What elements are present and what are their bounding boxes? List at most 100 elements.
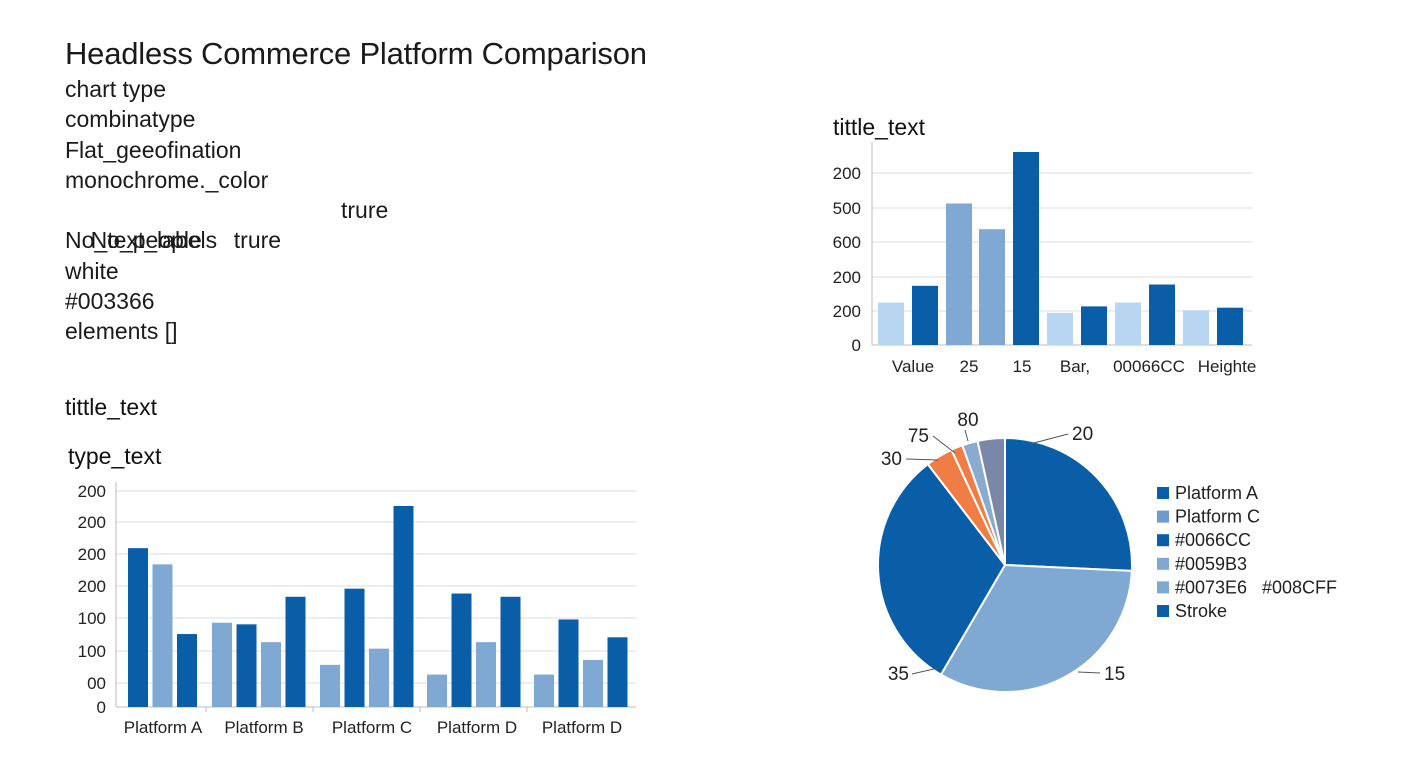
meta-list: chart type combinatype Flat_geeofination… <box>65 74 389 347</box>
meta-line-extra: trure <box>341 197 389 224</box>
bar <box>500 596 521 707</box>
bar <box>1217 307 1243 345</box>
x-tick-label: Platform A <box>124 718 203 737</box>
bar <box>128 548 148 707</box>
meta-line: white <box>65 257 119 284</box>
bar <box>979 229 1005 345</box>
bar <box>534 674 554 707</box>
y-tick-label: 200 <box>78 482 106 501</box>
bar <box>177 634 197 707</box>
slice-label: 15 <box>1104 664 1125 685</box>
slice-label: 80 <box>957 410 978 431</box>
page-title: Headless Commerce Platform Comparison <box>65 36 647 71</box>
x-tick-label: Platform D <box>542 718 622 737</box>
bar <box>1115 302 1141 345</box>
x-tick-label: Value <box>892 357 934 376</box>
y-tick-label: 200 <box>833 164 861 183</box>
y-tick-label: 600 <box>833 233 861 252</box>
meta-line: No_people trure trure <box>65 195 389 253</box>
y-tick-label: 200 <box>78 513 106 532</box>
bar <box>344 588 365 707</box>
legend-label: #0073E6 <box>1175 577 1247 597</box>
legend-swatch <box>1157 581 1169 594</box>
y-tick-label: 200 <box>78 545 106 564</box>
bar <box>285 596 306 707</box>
slice-label: 35 <box>888 664 909 685</box>
y-tick-label: 200 <box>833 302 861 321</box>
slice-label: 75 <box>908 426 929 447</box>
legend-swatch <box>1157 534 1169 547</box>
bar <box>152 564 173 707</box>
bottom-bar-chart-title: tittle_text <box>65 394 158 420</box>
legend-label: #0059B3 <box>1175 554 1247 574</box>
bar <box>1047 312 1073 345</box>
bar <box>236 624 257 707</box>
meta-line: elements [] <box>65 318 178 345</box>
meta-line: chart type <box>65 76 166 102</box>
legend-label: #0066CC <box>1175 530 1251 550</box>
pie-slice <box>877 462 1007 677</box>
y-tick-label: 0 <box>97 698 106 717</box>
meta-line: monochrome._color <box>65 166 269 193</box>
x-tick-label: Heighte <box>1198 357 1257 376</box>
pie-slice <box>939 563 1133 693</box>
y-tick-label: 100 <box>78 642 106 661</box>
slice-label: 20 <box>1072 424 1093 445</box>
leader-line <box>1029 433 1069 445</box>
x-tick-label: 00066CC <box>1113 357 1185 376</box>
bar <box>451 593 472 707</box>
legend-swatch <box>1157 605 1169 617</box>
bar <box>607 637 628 707</box>
bar <box>1149 284 1175 345</box>
leader-line <box>1077 671 1101 674</box>
y-tick-label: 0 <box>852 336 861 355</box>
x-tick-label: 15 <box>1013 357 1032 376</box>
y-tick-label: 00 <box>87 674 106 693</box>
legend-swatch <box>1157 557 1169 570</box>
y-tick-label: 100 <box>78 609 106 628</box>
bar <box>558 619 579 707</box>
x-tick-label: 25 <box>960 357 979 376</box>
pie-slice <box>976 436 1006 566</box>
pie-slice <box>1004 436 1133 572</box>
legend-label: Platform A <box>1175 483 1258 503</box>
x-tick-label: Bar, <box>1060 357 1090 376</box>
leader-line <box>932 435 956 454</box>
y-tick-label: 200 <box>78 577 106 596</box>
meta-line: #003366 <box>65 288 155 315</box>
bar <box>583 659 603 707</box>
slice-label: 30 <box>881 449 902 470</box>
x-tick-label: Platform B <box>224 718 303 737</box>
leader-line <box>905 458 939 461</box>
y-tick-label: 200 <box>833 268 861 287</box>
bar <box>476 642 496 707</box>
bar <box>1081 306 1107 345</box>
x-tick-label: Platform C <box>332 718 412 737</box>
bar <box>212 622 232 707</box>
legend-swatch <box>1157 510 1169 523</box>
bar <box>393 506 414 707</box>
leader-line <box>964 429 969 442</box>
bar <box>1013 152 1039 345</box>
bar <box>369 648 389 707</box>
meta-line: No_text_labels <box>65 227 218 254</box>
bar <box>912 285 938 345</box>
bar <box>878 302 904 345</box>
legend-swatch <box>1157 487 1169 499</box>
bar <box>427 674 447 707</box>
meta-line-text: No_people trure <box>90 227 282 254</box>
x-tick-label: Platform D <box>437 718 517 737</box>
meta-line: Flat_geeofination <box>65 136 242 163</box>
y-tick-label: 500 <box>833 199 861 218</box>
legend-label: Stroke <box>1175 601 1227 621</box>
bottom-bar-chart-subtitle: type_text <box>68 443 162 469</box>
top-bar-chart-title: tittle_text <box>833 114 926 140</box>
bar <box>320 664 340 707</box>
bar <box>1183 310 1209 345</box>
leader-line <box>911 667 939 675</box>
legend-label: #008CFF <box>1262 577 1337 597</box>
bar <box>946 203 972 345</box>
meta-line: combinatype <box>65 106 196 133</box>
legend-label: Platform C <box>1175 507 1260 527</box>
